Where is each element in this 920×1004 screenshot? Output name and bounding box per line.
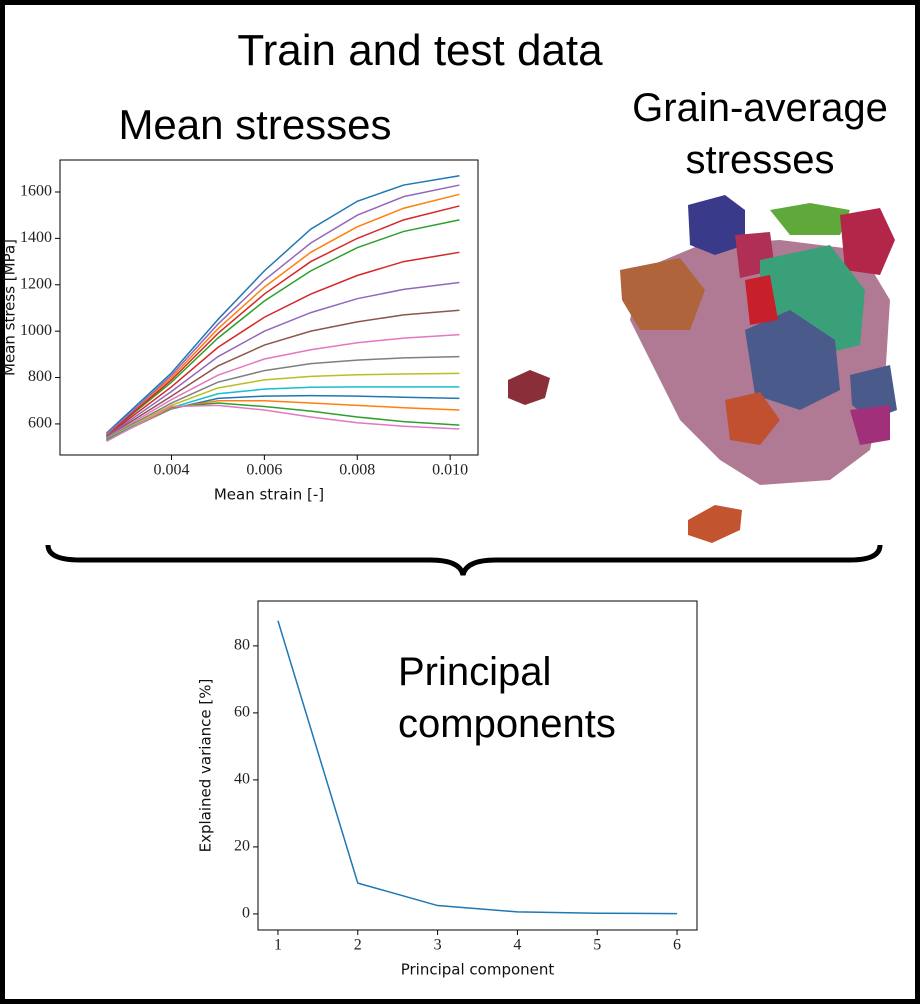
- y-tick-label: 40: [234, 771, 250, 788]
- data-line: [106, 402, 460, 442]
- data-line: [105, 193, 460, 435]
- y-tick-label: 60: [234, 704, 250, 721]
- y-tick-label: 1600: [20, 183, 52, 200]
- grain-illustration: [508, 195, 897, 543]
- y-tick-label: 0: [242, 905, 250, 922]
- data-line: [106, 309, 460, 438]
- x-tick-label: 3: [434, 937, 442, 954]
- annotation: Principal components: [398, 650, 616, 746]
- x-tick-label: 4: [513, 937, 521, 954]
- y-tick-label: 1000: [20, 322, 52, 339]
- x-axis-label: Mean strain [-]: [214, 486, 324, 504]
- grain-label: Grain-average stresses: [632, 86, 888, 182]
- plot-frame: [257, 600, 698, 931]
- data-line: [106, 281, 460, 438]
- plot-frame: [59, 159, 479, 456]
- x-tick-label: 5: [593, 937, 601, 954]
- data-line: [106, 386, 460, 440]
- figure-title: Train and test data: [237, 26, 603, 75]
- y-tick-label: 20: [234, 838, 250, 855]
- data-line: [106, 355, 460, 439]
- y-tick-label: 600: [28, 415, 52, 432]
- data-line: [105, 175, 460, 434]
- y-axis-label: Mean stress [MPa]: [1, 239, 19, 376]
- x-tick-label: 0.008: [339, 462, 375, 479]
- y-tick-label: 1400: [20, 229, 52, 246]
- x-tick-label: 6: [673, 937, 681, 954]
- y-tick-label: 800: [28, 368, 52, 385]
- data-line: [277, 620, 678, 915]
- data-line: [105, 205, 460, 437]
- y-tick-label: 1200: [20, 275, 52, 292]
- y-tick-label: 80: [234, 637, 250, 654]
- data-line: [105, 219, 460, 437]
- y-axis-label: Explained variance [%]: [197, 679, 215, 853]
- data-line: [105, 251, 460, 437]
- x-axis-label: Principal component: [401, 961, 555, 979]
- brace: [45, 544, 883, 576]
- x-tick-label: 2: [354, 937, 362, 954]
- chart-title: Mean stresses: [118, 101, 392, 148]
- x-tick-label: 1: [274, 937, 282, 954]
- data-line: [106, 404, 460, 442]
- data-line: [106, 333, 460, 439]
- data-line: [106, 372, 460, 440]
- data-line: [105, 184, 460, 436]
- x-tick-label: 0.004: [153, 462, 189, 479]
- x-tick-label: 0.006: [246, 462, 282, 479]
- x-tick-label: 0.010: [432, 462, 468, 479]
